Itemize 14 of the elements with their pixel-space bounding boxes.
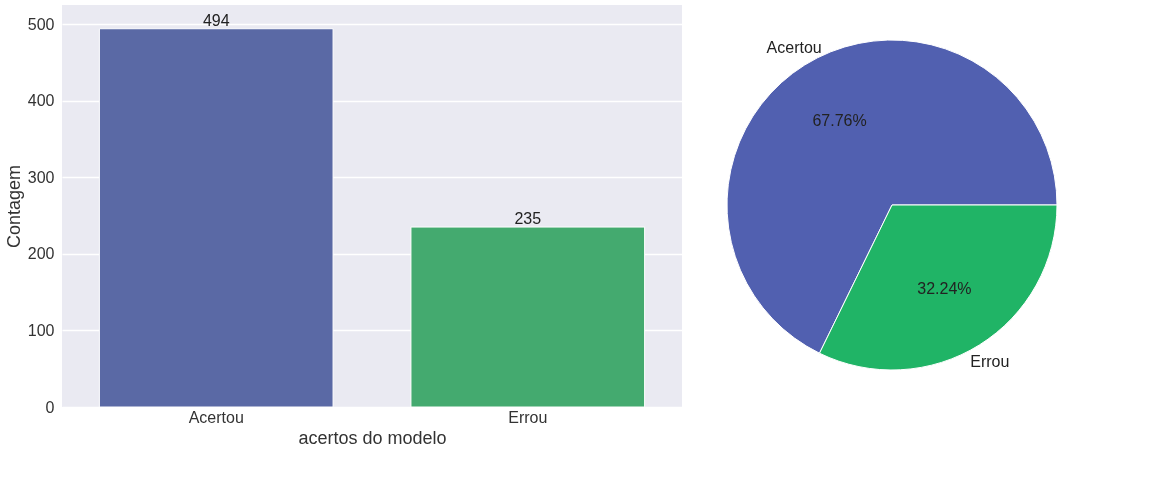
data-label: 32.24% xyxy=(917,279,972,297)
data-label: 494 xyxy=(202,11,230,29)
y-tick-label: 100 xyxy=(27,321,55,339)
y-tick-label: 400 xyxy=(27,92,55,110)
x-axis-title: acertos do modelo xyxy=(298,427,447,448)
y-tick-label: 0 xyxy=(45,398,55,416)
slice-label: Acertou xyxy=(766,39,822,57)
data-label: 235 xyxy=(514,210,542,228)
data-label: 67.76% xyxy=(812,112,867,130)
y-tick-label: 500 xyxy=(27,15,55,33)
y-axis-title: Contagem xyxy=(3,164,24,249)
y-tick-label: 300 xyxy=(27,168,55,186)
slice-label: Errou xyxy=(970,352,1010,370)
y-tick-label: 200 xyxy=(27,245,55,263)
